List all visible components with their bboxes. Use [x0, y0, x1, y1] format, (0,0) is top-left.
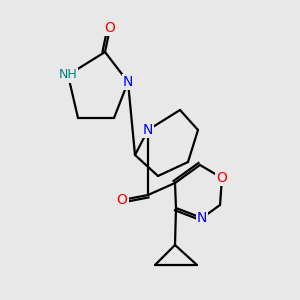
Text: N: N [143, 123, 153, 137]
Text: N: N [123, 75, 133, 89]
Text: O: O [105, 21, 116, 35]
Text: O: O [117, 193, 128, 207]
Text: O: O [217, 171, 227, 185]
Text: NH: NH [58, 68, 77, 82]
Text: N: N [197, 211, 207, 225]
